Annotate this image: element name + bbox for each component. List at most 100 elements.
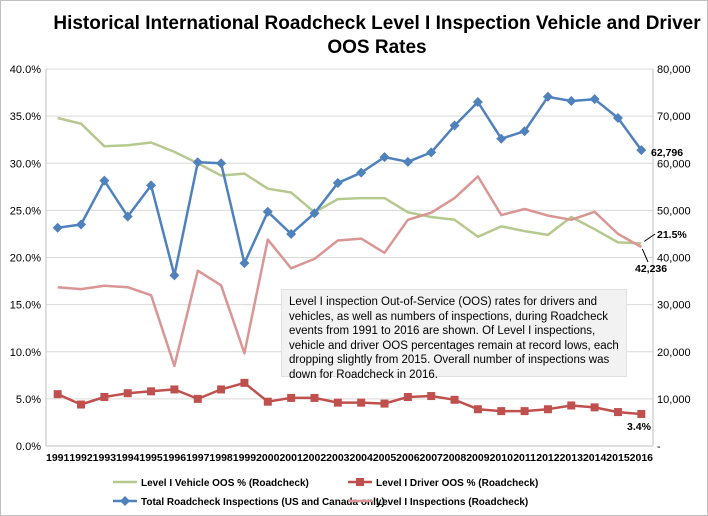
x-tick-label: 1998 bbox=[209, 452, 233, 464]
x-tick-label: 2005 bbox=[373, 452, 397, 464]
annotation-vehicle-last: 21.5% bbox=[657, 229, 687, 241]
x-tick-label: 2006 bbox=[396, 452, 420, 464]
series-marker bbox=[636, 145, 647, 156]
series-marker bbox=[542, 91, 553, 102]
series-marker bbox=[192, 157, 203, 168]
y-right-tick-label: 40,000 bbox=[657, 253, 691, 265]
series-marker bbox=[426, 147, 437, 158]
series-marker bbox=[333, 398, 342, 407]
series-marker bbox=[169, 270, 180, 281]
series-marker bbox=[379, 152, 390, 163]
chart-title-line2: OOS Rates bbox=[327, 37, 426, 58]
x-tick-label: 1995 bbox=[139, 452, 163, 464]
x-tick-label: 1996 bbox=[163, 452, 187, 464]
series-marker bbox=[146, 180, 157, 191]
annotation-arrow bbox=[644, 233, 656, 242]
annotation-driver-last: 3.4% bbox=[627, 421, 652, 433]
legend-label: Total Roadcheck Inspections (US and Cana… bbox=[141, 497, 385, 508]
series-line bbox=[57, 116, 642, 245]
series-marker bbox=[99, 175, 110, 186]
annotation-total-last: 62,796 bbox=[651, 147, 683, 159]
series-marker bbox=[120, 496, 130, 506]
x-tick-label: 2015 bbox=[606, 452, 630, 464]
series-marker bbox=[613, 408, 622, 417]
series-marker bbox=[52, 222, 63, 233]
series-marker bbox=[449, 120, 460, 131]
x-tick-label: 1992 bbox=[69, 452, 93, 464]
annotation-inspections-last: 42,236 bbox=[635, 263, 667, 275]
series-marker bbox=[402, 156, 413, 167]
y-right-tick-label: 70,000 bbox=[657, 111, 691, 123]
series-0 bbox=[57, 116, 642, 245]
y-right-tick-label: 80,000 bbox=[657, 64, 691, 76]
series-marker bbox=[287, 393, 296, 402]
series-marker bbox=[147, 387, 156, 396]
y-left-tick-label: 5.0% bbox=[16, 394, 41, 406]
series-marker bbox=[356, 478, 364, 486]
chart-title-line1: Historical International Roadcheck Level… bbox=[53, 13, 701, 34]
series-marker bbox=[77, 400, 86, 409]
series-marker bbox=[286, 228, 297, 239]
series-marker bbox=[193, 394, 202, 403]
series-marker bbox=[53, 390, 62, 399]
series-3 bbox=[57, 175, 642, 368]
series-marker bbox=[357, 398, 366, 407]
series-marker bbox=[543, 405, 552, 414]
x-tick-label: 2000 bbox=[256, 452, 280, 464]
series-marker bbox=[239, 258, 250, 269]
series-marker bbox=[589, 94, 600, 105]
y-right-tick-label: 10,000 bbox=[657, 394, 691, 406]
x-tick-label: 2004 bbox=[349, 452, 373, 464]
y-left-tick-label: 20.0% bbox=[10, 253, 41, 265]
series-marker bbox=[380, 399, 389, 408]
series-line bbox=[57, 95, 643, 277]
series-marker bbox=[496, 133, 507, 144]
y-right-tick-label: 50,000 bbox=[657, 205, 691, 217]
x-tick-label: 2001 bbox=[279, 452, 303, 464]
y-left-tick-label: 10.0% bbox=[10, 347, 41, 359]
chart-note: Level I inspection Out-of-Service (OOS) … bbox=[281, 289, 627, 381]
series-2 bbox=[52, 91, 647, 281]
legend-item: Level I Inspections (Roadcheck) bbox=[348, 497, 528, 508]
legend-item: Level I Driver OOS % (Roadcheck) bbox=[348, 478, 538, 489]
series-1 bbox=[53, 378, 646, 418]
series-marker bbox=[566, 96, 577, 107]
series-marker bbox=[473, 405, 482, 414]
x-tick-label: 2011 bbox=[513, 452, 536, 464]
series-line bbox=[57, 175, 642, 368]
y-right-tick-label: 60,000 bbox=[657, 158, 691, 170]
x-tick-label: 1991 bbox=[46, 452, 70, 464]
series-marker bbox=[427, 392, 436, 401]
series-marker bbox=[519, 126, 530, 137]
legend-label: Level I Driver OOS % (Roadcheck) bbox=[376, 478, 538, 489]
series-marker bbox=[356, 167, 367, 178]
x-tick-label: 1999 bbox=[233, 452, 257, 464]
series-marker bbox=[567, 401, 576, 410]
series-marker bbox=[612, 113, 623, 124]
y-left-tick-label: 0.0% bbox=[16, 441, 41, 453]
x-tick-label: 1994 bbox=[116, 452, 140, 464]
legend-label: Level I Vehicle OOS % (Roadcheck) bbox=[141, 478, 309, 489]
legend-label: Level I Inspections (Roadcheck) bbox=[376, 497, 528, 508]
x-tick-label: 2010 bbox=[490, 452, 514, 464]
x-tick-label: 2012 bbox=[536, 452, 560, 464]
series-marker bbox=[332, 178, 343, 189]
series-marker bbox=[590, 403, 599, 412]
series-marker bbox=[497, 407, 506, 416]
x-tick-label: 2009 bbox=[466, 452, 490, 464]
y-right-tick-label: 30,000 bbox=[657, 300, 691, 312]
series-marker bbox=[263, 397, 272, 406]
x-tick-label: 2014 bbox=[583, 452, 607, 464]
annotation-arrow bbox=[641, 248, 649, 263]
series-marker bbox=[122, 211, 133, 222]
y-left-tick-label: 30.0% bbox=[10, 158, 41, 170]
y-right-tick-label: 20,000 bbox=[657, 347, 691, 359]
series-marker bbox=[472, 96, 483, 107]
legend-item: Level I Vehicle OOS % (Roadcheck) bbox=[113, 478, 309, 489]
x-tick-label: 2003 bbox=[326, 452, 350, 464]
y-left-tick-label: 35.0% bbox=[10, 111, 41, 123]
series-marker bbox=[309, 208, 320, 219]
y-left-tick-label: 25.0% bbox=[10, 205, 41, 217]
